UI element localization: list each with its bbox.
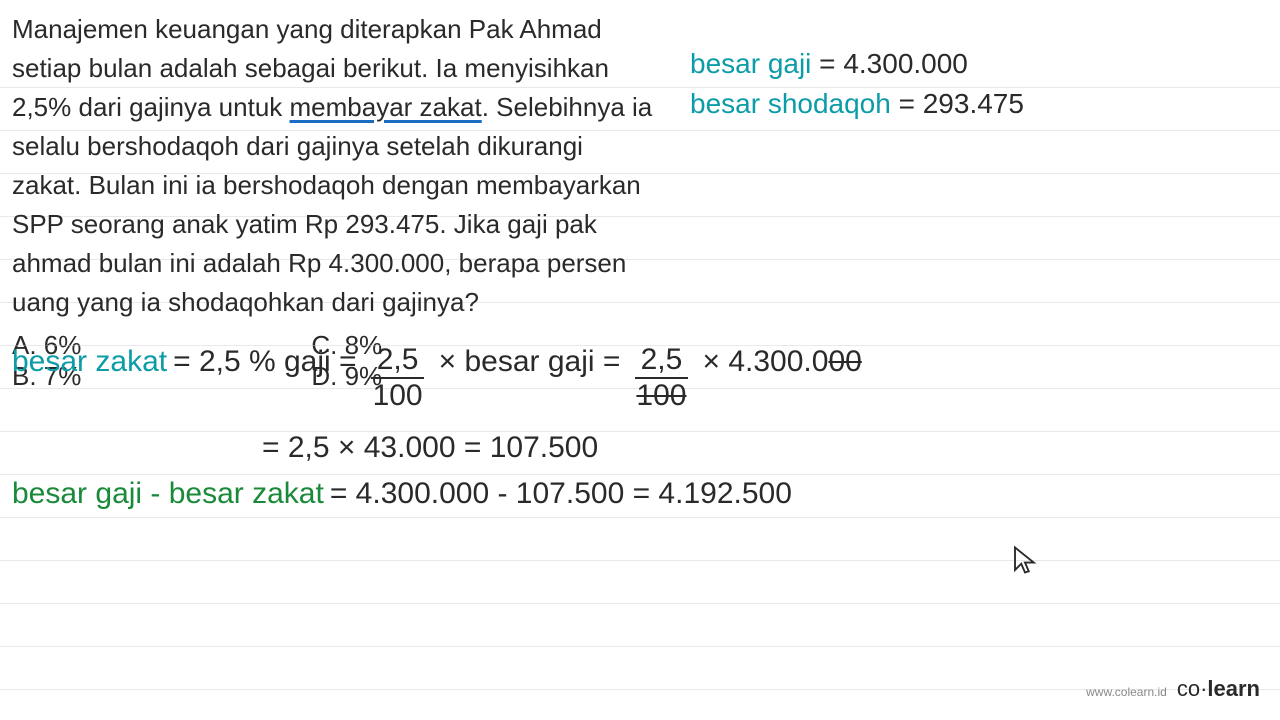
frac-1: 2,5 100 bbox=[367, 345, 429, 411]
footer-url: www.colearn.id bbox=[1086, 685, 1167, 699]
question-block: Manajemen keuangan yang diterapkan Pak A… bbox=[0, 0, 670, 322]
note-gaji: besar gaji = 4.300.000 bbox=[690, 48, 968, 80]
logo-part2: learn bbox=[1207, 676, 1260, 701]
frac1-num: 2,5 bbox=[371, 345, 425, 379]
work-line2-text: = 2,5 × 43.000 = 107.500 bbox=[262, 431, 598, 465]
footer: www.colearn.id co·learn bbox=[1086, 676, 1260, 702]
work-area: besar zakat = 2,5 % gaji = 2,5 100 × bes… bbox=[12, 345, 1268, 523]
footer-logo: co·learn bbox=[1177, 676, 1260, 702]
work-line1-eq1: = 2,5 % gaji = bbox=[173, 345, 356, 379]
cursor-icon bbox=[1010, 545, 1040, 575]
question-text-2: . Selebihnya ia selalu bershodaqoh dari … bbox=[12, 92, 652, 317]
work-line1-mid: × besar gaji = bbox=[439, 345, 621, 379]
work-line1-tail: × 4.300.000 bbox=[702, 345, 861, 379]
note-shodaqoh: besar shodaqoh = 293.475 bbox=[690, 88, 1024, 120]
frac2-num: 2,5 bbox=[635, 345, 689, 379]
note-shodaqoh-label: besar shodaqoh bbox=[690, 88, 891, 119]
note-gaji-label: besar gaji bbox=[690, 48, 811, 79]
logo-part1: co bbox=[1177, 676, 1200, 701]
question-underlined-1: membayar zakat bbox=[290, 92, 482, 122]
work-line3-rest: = 4.300.000 - 107.500 = 4.192.500 bbox=[330, 477, 792, 511]
work-line-1: besar zakat = 2,5 % gaji = 2,5 100 × bes… bbox=[12, 345, 1268, 411]
work-line3-label: besar gaji - besar zakat bbox=[12, 477, 324, 511]
note-gaji-value: = 4.300.000 bbox=[811, 48, 967, 79]
frac-2: 2,5 100 bbox=[630, 345, 692, 411]
frac1-den: 100 bbox=[367, 379, 429, 411]
work-line-3: besar gaji - besar zakat = 4.300.000 - 1… bbox=[12, 477, 1268, 511]
note-shodaqoh-value: = 293.475 bbox=[891, 88, 1024, 119]
work-line1-label: besar zakat bbox=[12, 345, 167, 379]
work-line-2: = 2,5 × 43.000 = 107.500 bbox=[12, 431, 1268, 465]
frac2-den: 100 bbox=[630, 379, 692, 411]
